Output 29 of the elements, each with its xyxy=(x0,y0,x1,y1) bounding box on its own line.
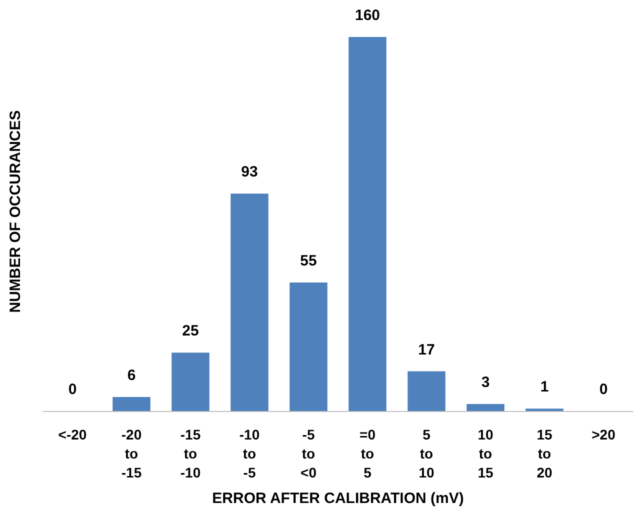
data-label: 1 xyxy=(540,378,549,396)
bar xyxy=(466,404,504,411)
x-tick-label: =0 to 5 xyxy=(360,426,376,480)
bar xyxy=(290,282,328,411)
x-axis-title: ERROR AFTER CALIBRATION (mV) xyxy=(212,490,464,507)
x-tick-label: -10 to -5 xyxy=(239,426,260,480)
x-tick-label: 5 to 10 xyxy=(418,426,434,480)
x-tick-label: 15 to 20 xyxy=(536,426,552,480)
data-label: 6 xyxy=(127,366,136,384)
x-tick-label: >20 xyxy=(592,426,616,442)
x-tick-label: -20 to -15 xyxy=(121,426,142,480)
data-label: 17 xyxy=(418,341,435,358)
y-axis-title: NUMBER OF OCCURANCES xyxy=(7,110,24,313)
bar xyxy=(408,371,446,411)
bar xyxy=(172,352,210,411)
bar xyxy=(230,194,268,411)
data-label: 0 xyxy=(68,381,77,398)
x-tick-label: -5 to <0 xyxy=(300,426,317,480)
data-label: 93 xyxy=(241,164,258,181)
x-tick-label: 10 to 15 xyxy=(478,426,494,480)
x-tick-label: -15 to -10 xyxy=(180,426,201,480)
data-label: 55 xyxy=(300,252,317,270)
data-label: 160 xyxy=(354,7,380,24)
data-label: 25 xyxy=(182,322,199,340)
x-tick-label: <-20 xyxy=(58,426,87,442)
bar xyxy=(348,37,386,411)
data-label: 3 xyxy=(481,374,490,391)
bar xyxy=(112,396,150,411)
data-label: 0 xyxy=(599,381,608,398)
